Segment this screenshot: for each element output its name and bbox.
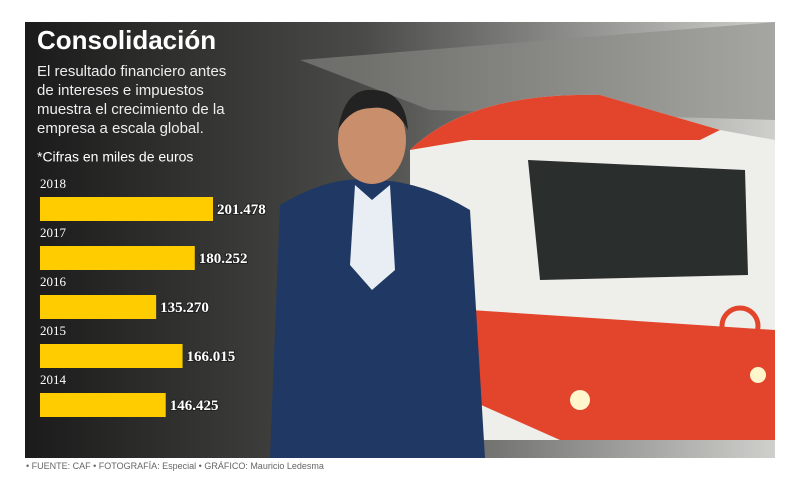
bar bbox=[40, 295, 157, 319]
data-label: 180.252 bbox=[199, 251, 248, 267]
man-hair bbox=[338, 89, 408, 130]
y-tick-label: 2014 bbox=[40, 372, 67, 387]
bar bbox=[40, 246, 195, 270]
y-tick-label: 2015 bbox=[40, 323, 66, 338]
subtitle: El resultado financiero antes de interes… bbox=[37, 63, 227, 137]
bar bbox=[40, 344, 183, 368]
light bbox=[750, 367, 766, 383]
logo bbox=[719, 305, 761, 347]
man-shirt bbox=[350, 185, 395, 290]
y-tick-label: 2018 bbox=[40, 176, 66, 191]
y-tick-label: 2017 bbox=[40, 225, 67, 240]
note: *Cifras en miles de euros bbox=[37, 149, 193, 165]
bar bbox=[40, 197, 213, 221]
data-label: 201.478 bbox=[217, 202, 266, 218]
chart-title: Consolidación bbox=[37, 25, 216, 55]
man-head bbox=[338, 96, 406, 184]
footer: • FUENTE: CAF • FOTOGRAFÍA: Especial • G… bbox=[26, 461, 324, 471]
ceiling bbox=[300, 22, 775, 120]
bar bbox=[40, 393, 166, 417]
train-window bbox=[528, 160, 748, 280]
data-label: 135.270 bbox=[160, 300, 209, 316]
train-front bbox=[470, 310, 775, 440]
data-label: 166.015 bbox=[187, 349, 236, 365]
man-suit bbox=[270, 179, 485, 458]
light bbox=[570, 390, 590, 410]
y-tick-label: 2016 bbox=[40, 274, 67, 289]
train-roof bbox=[410, 94, 720, 150]
data-label: 146.425 bbox=[170, 398, 219, 414]
